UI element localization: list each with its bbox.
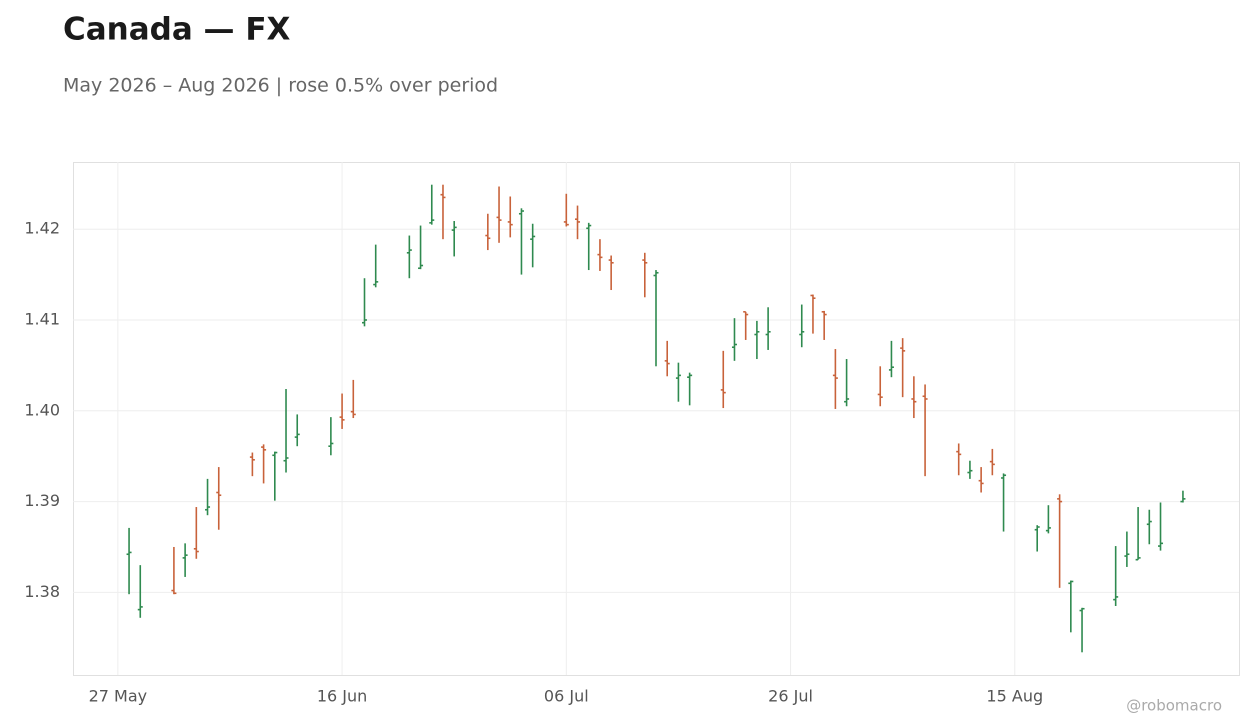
y-tick-label: 1.39 xyxy=(24,491,60,510)
x-tick-label: 15 Aug xyxy=(986,687,1043,706)
chart-subtitle: May 2026 – Aug 2026 | rose 0.5% over per… xyxy=(63,75,498,97)
y-tick-label: 1.38 xyxy=(24,582,60,601)
x-tick-label: 06 Jul xyxy=(544,687,589,706)
plot-frame xyxy=(73,162,1240,676)
x-tick-label: 27 May xyxy=(89,687,148,706)
y-tick-label: 1.41 xyxy=(24,309,60,328)
x-tick-label: 16 Jun xyxy=(317,687,367,706)
y-tick-label: 1.40 xyxy=(24,400,60,419)
chart-title: Canada — FX xyxy=(63,12,291,48)
x-tick-label: 26 Jul xyxy=(768,687,813,706)
credit: @robomacro xyxy=(1126,697,1222,715)
y-tick-label: 1.42 xyxy=(24,219,60,238)
